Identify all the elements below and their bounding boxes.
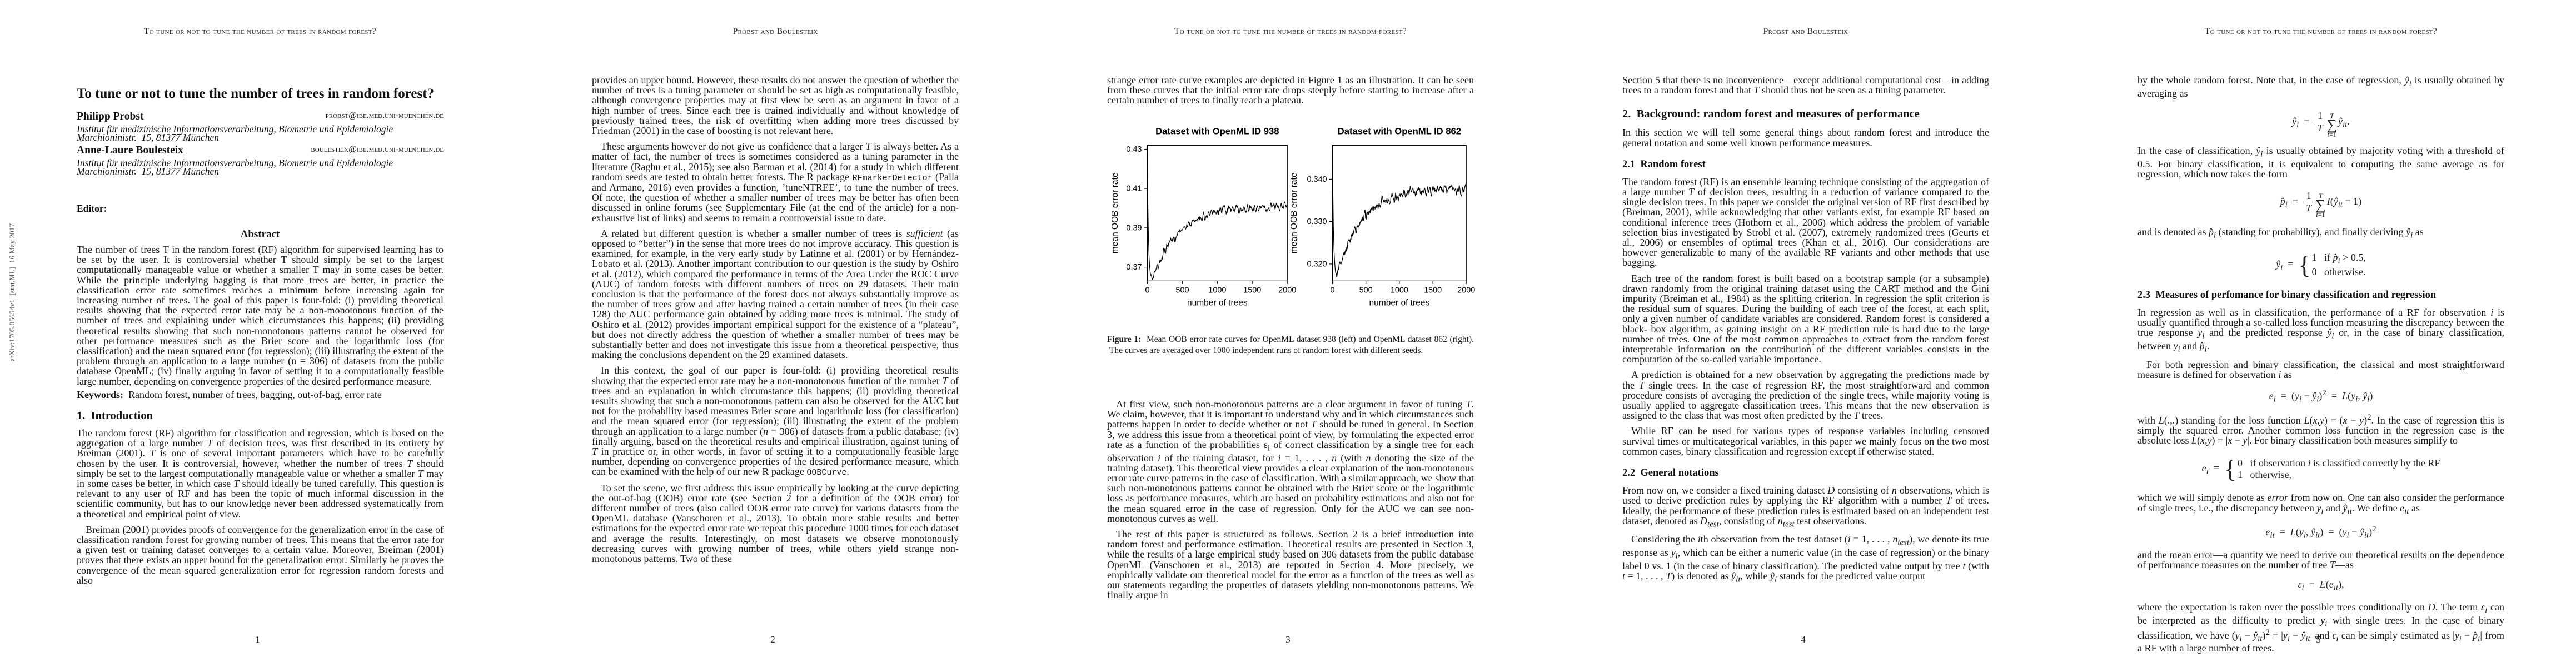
svg-text:number of trees: number of trees [1187, 298, 1248, 308]
svg-text:0.320: 0.320 [1307, 260, 1327, 269]
svg-text:Dataset with OpenML ID 862: Dataset with OpenML ID 862 [1337, 126, 1461, 137]
svg-text:1000: 1000 [1208, 286, 1226, 295]
svg-text:1000: 1000 [1390, 286, 1408, 295]
svg-text:500: 500 [1359, 286, 1372, 295]
svg-text:0.43: 0.43 [1126, 145, 1142, 154]
svg-text:0.39: 0.39 [1126, 224, 1142, 233]
svg-text:0.41: 0.41 [1126, 185, 1142, 193]
svg-text:500: 500 [1175, 286, 1189, 295]
svg-text:1500: 1500 [1243, 286, 1261, 295]
svg-text:0.330: 0.330 [1307, 217, 1327, 226]
svg-text:Dataset with OpenML ID 938: Dataset with OpenML ID 938 [1155, 126, 1279, 137]
svg-text:0: 0 [1145, 286, 1149, 295]
svg-text:0: 0 [1330, 286, 1334, 295]
svg-text:0.37: 0.37 [1126, 263, 1142, 272]
svg-text:mean OOB error rate: mean OOB error rate [1112, 173, 1120, 254]
svg-text:1500: 1500 [1424, 286, 1442, 295]
svg-text:mean OOB error rate: mean OOB error rate [1291, 173, 1299, 254]
svg-text:2000: 2000 [1457, 286, 1475, 295]
svg-text:number of trees: number of trees [1369, 298, 1429, 308]
svg-text:0.340: 0.340 [1307, 175, 1327, 184]
